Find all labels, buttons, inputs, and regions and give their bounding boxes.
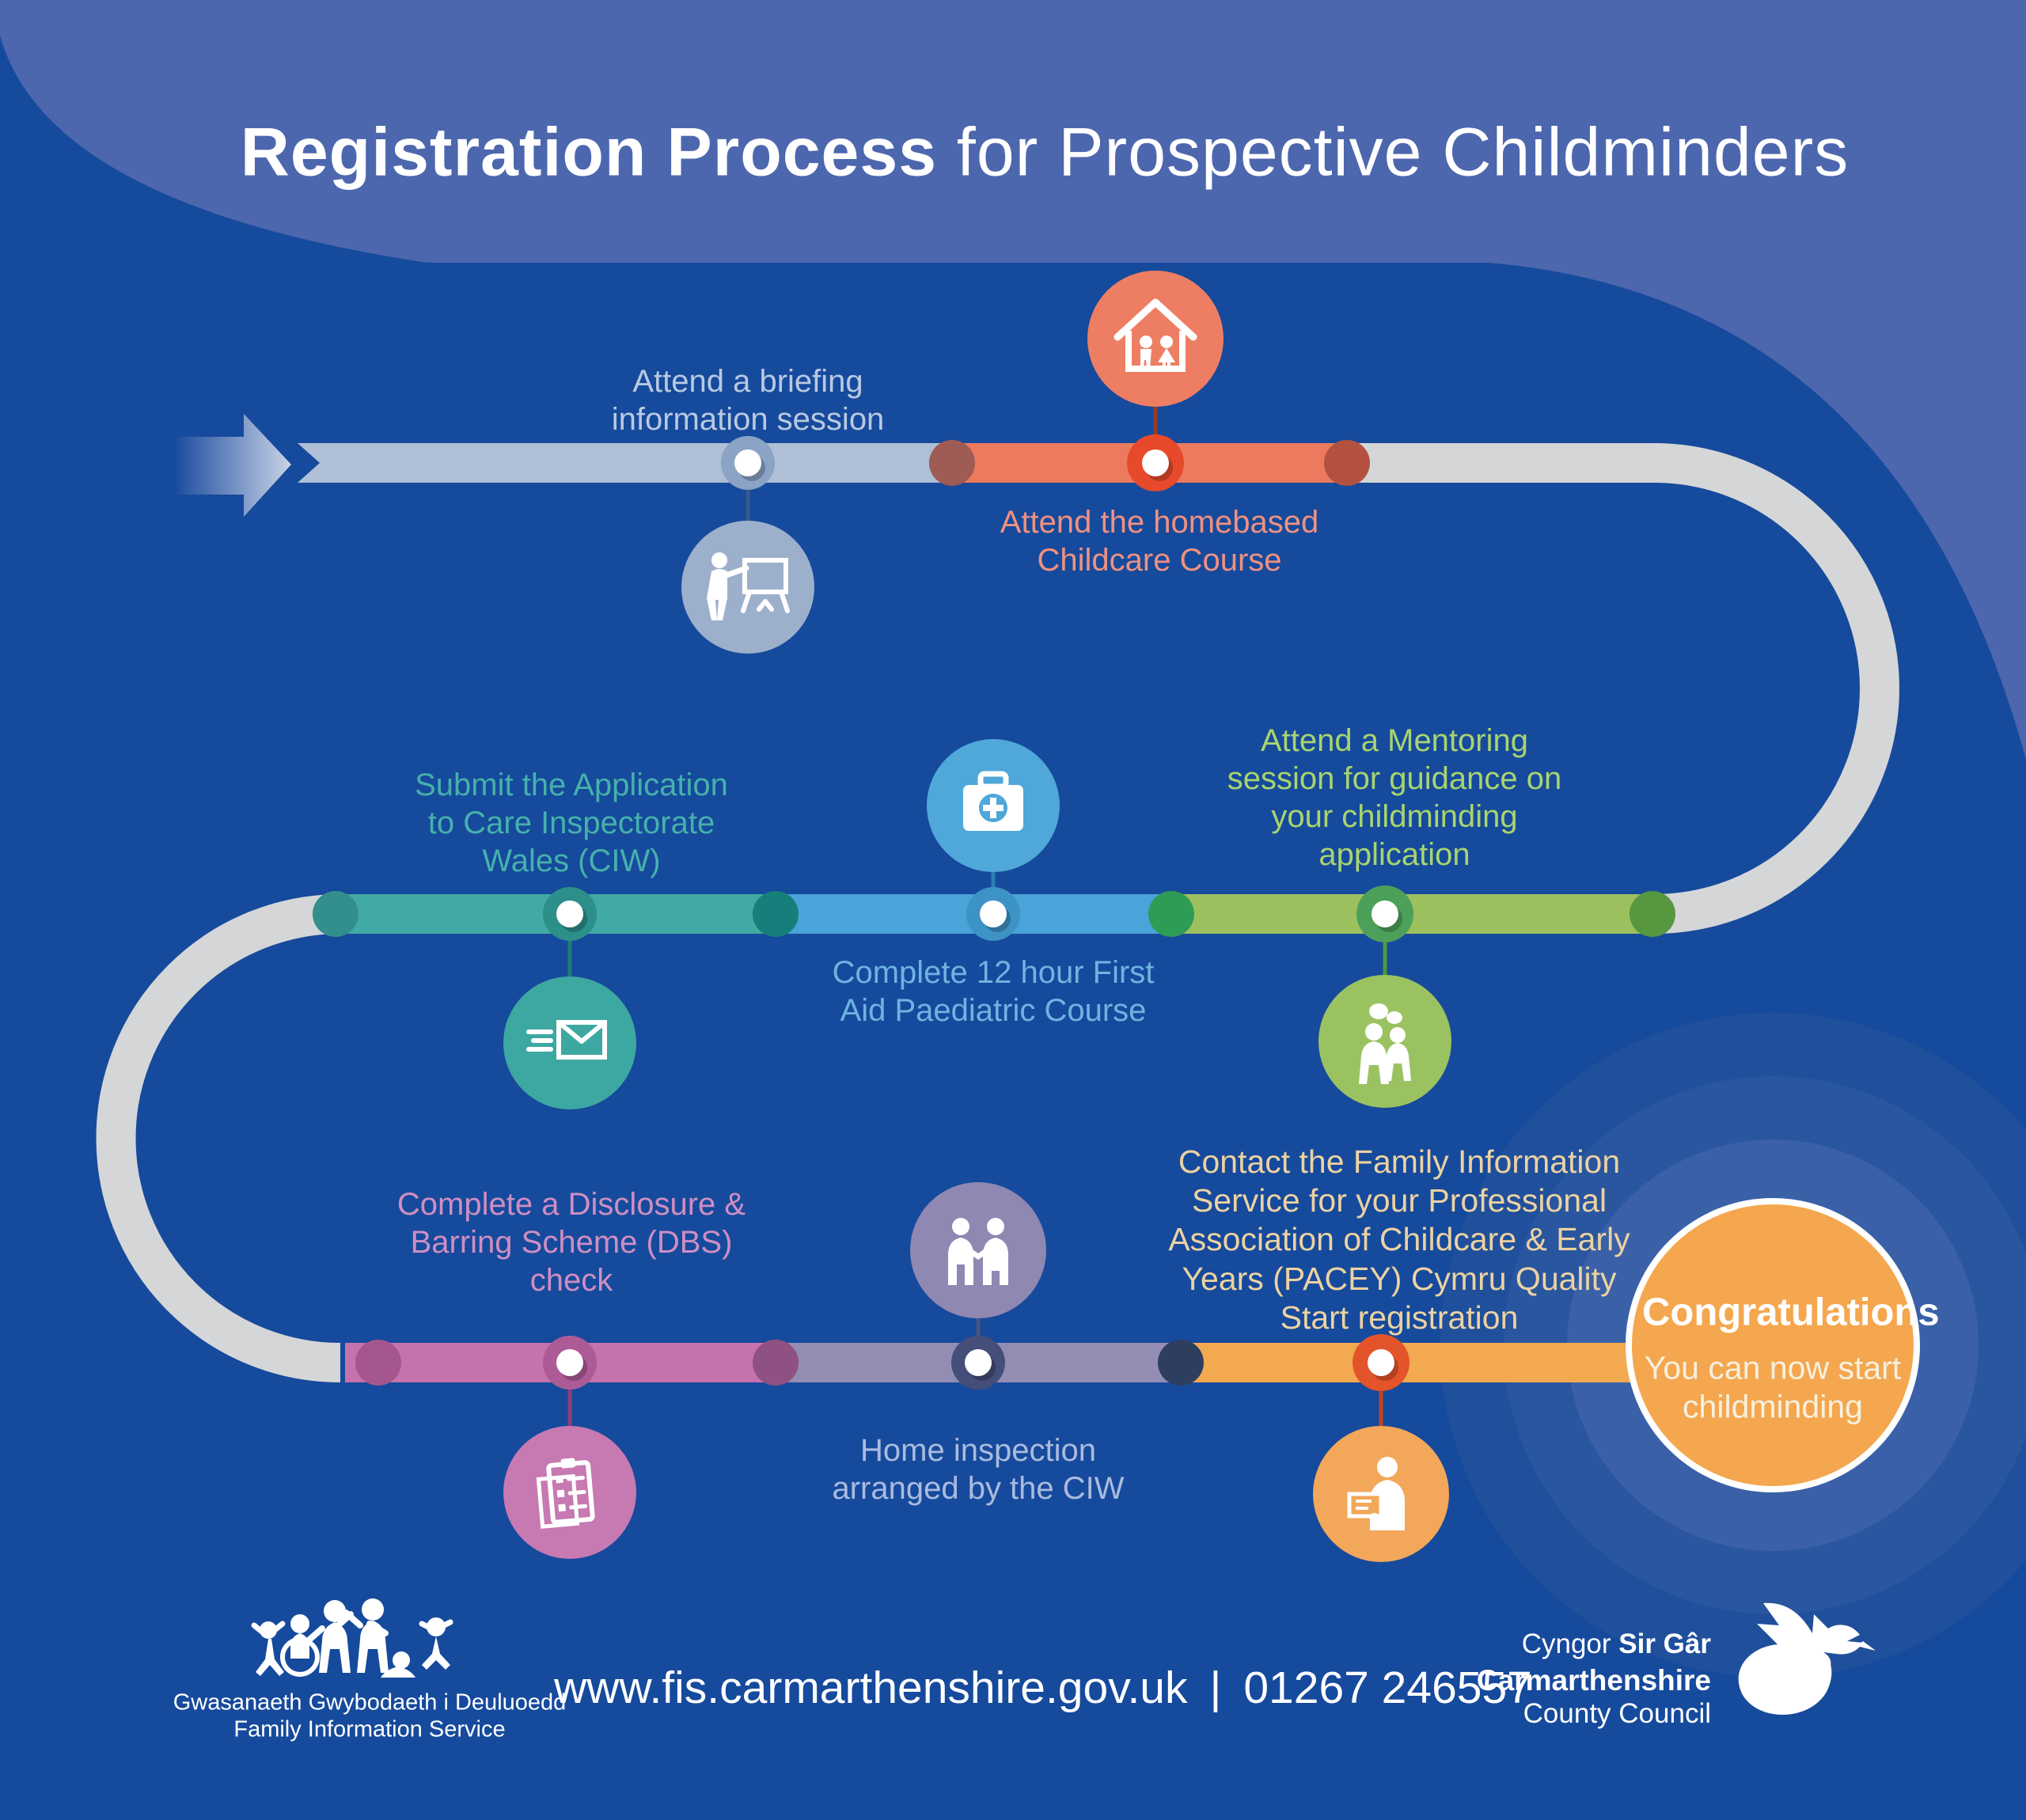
step-label-briefing: Attend a briefing information session — [611, 364, 885, 437]
congratulations-message: Congratulations You can now start childm… — [1642, 1276, 1940, 1439]
step-dots — [543, 434, 1413, 1391]
home-inspection-icon-circle — [910, 1182, 1046, 1318]
first-aid-kit-icon — [963, 771, 1023, 831]
step-label-dbs: Complete a Disclosure & Barring Scheme (… — [396, 1187, 746, 1298]
briefing-icon-circle — [681, 521, 814, 654]
congratulations-subtitle: You can now start childminding — [1644, 1349, 1902, 1425]
presenter-easel-icon — [707, 552, 790, 620]
start-arrow-icon — [176, 414, 291, 517]
council-dragon-icon — [1738, 1602, 1876, 1716]
handshake-meeting-icon — [948, 1218, 1008, 1285]
website-url: www.fis.carmarthenshire.gov.uk — [554, 1663, 1188, 1713]
council-name: Carmarthenshire — [1476, 1664, 1711, 1697]
fis-family-logo — [251, 1598, 453, 1678]
fis-logo-english-label: Family Information Service — [233, 1716, 506, 1742]
page-title-bold: Registration Process — [240, 114, 938, 191]
junction-caps — [313, 440, 1675, 1386]
separator: | — [1209, 1663, 1222, 1713]
footer-contact-line: www.fis.carmarthenshire.gov.uk | 01267 246… — [554, 1662, 1532, 1714]
step-label-homebased: Attend the homebased Childcare Course — [1000, 505, 1319, 578]
council-welsh-name: Cyngor Sir Gâr — [1521, 1629, 1711, 1659]
connector-stems — [567, 404, 1387, 1431]
step-label-pacey: Contact the Family Information Service f… — [1168, 1143, 1630, 1336]
page-title: Registration Process for Prospective Chi… — [241, 114, 1850, 192]
step-label-home-inspection: Home inspection arranged by the CIW — [832, 1433, 1125, 1506]
phone-number: 01267 246557 — [1243, 1663, 1532, 1713]
council-logo-text: Cyngor Sir Gâr Carmarthenshire County Co… — [1477, 1630, 1711, 1727]
certificate-person-icon — [1347, 1457, 1405, 1530]
segment-briefing — [298, 443, 954, 483]
page-title-rest: for Prospective Childminders — [937, 114, 1850, 191]
house-children-icon — [1114, 298, 1197, 372]
homebased-icon-circle — [1087, 271, 1224, 407]
track-curve-right — [1653, 443, 1899, 934]
submit-icon-circle — [503, 976, 636, 1109]
fis-logo-welsh-label: Gwasanaeth Gwybodaeth i Deuluoedd — [173, 1689, 567, 1716]
segment-pacey — [1179, 1343, 1686, 1382]
step-label-submit-application: Submit the Application to Care Inspector… — [415, 768, 728, 878]
council-name-suffix: County Council — [1523, 1698, 1711, 1729]
congratulations-circle — [1626, 1198, 1920, 1492]
clipboard-checklist-icon — [536, 1458, 595, 1529]
envelope-send-icon — [526, 1020, 607, 1060]
step-label-mentoring: Attend a Mentoring session for guidance … — [1227, 723, 1562, 872]
people-conversation-icon — [1359, 1003, 1411, 1084]
track-curve-left — [96, 894, 341, 1382]
step-label-first-aid: Complete 12 hour First Aid Paediatric Co… — [832, 955, 1155, 1028]
congratulations-title: Congratulations — [1642, 1291, 1940, 1334]
segment-track-row1 — [1345, 443, 1658, 483]
mentoring-icon-circle — [1318, 975, 1451, 1108]
